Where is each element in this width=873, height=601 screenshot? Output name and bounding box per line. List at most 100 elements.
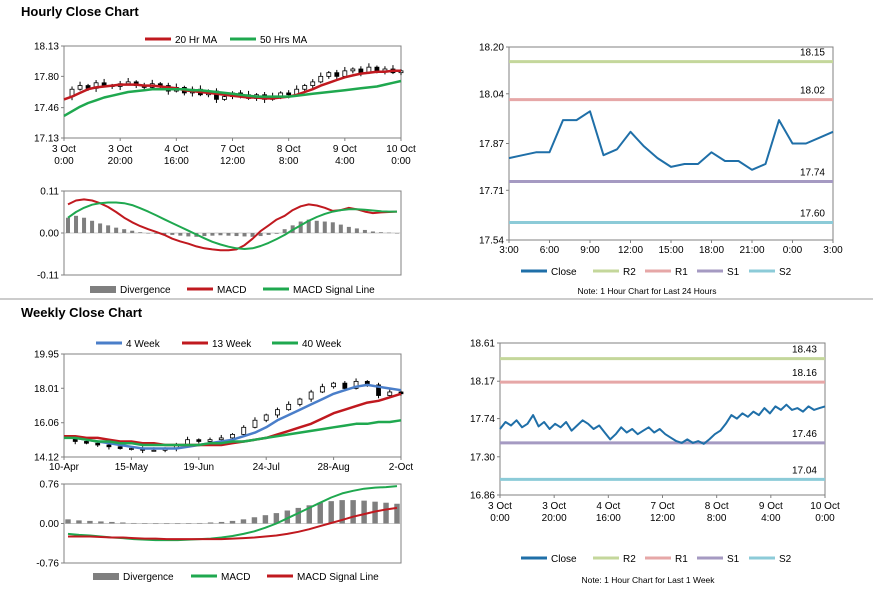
hourly-pivot-level-label-r2: 18.15 [800,48,825,59]
weekly-price-candle-body [376,384,381,396]
hourly-pivot-x-tick-label: 21:00 [739,245,764,256]
hourly-macd-divergence-bar [146,233,151,234]
hourly-price-x-tick-label: 4:00 [335,156,355,167]
hourly-macd-divergence-bar [250,233,255,237]
hourly-price-x-tick-label: 3 Oct [108,144,132,155]
weekly-price-candle-body [117,446,123,449]
hourly-macd-legend-label: MACD [217,285,246,296]
weekly-pivot-level-label-r1: 18.16 [792,368,817,379]
hourly-macd-divergence-bar [234,233,239,237]
hourly-price-x-tick-label: 3 Oct [52,144,76,155]
hourly-pivot-x-tick-label: 3:00 [823,245,843,256]
weekly-macd-divergence-bar [229,520,236,524]
hourly-macd-legend-label: MACD Signal Line [293,285,375,296]
weekly-pivot-x-tick-label: 20:00 [542,513,567,524]
hourly-price-x-tick-label: 8:00 [279,156,299,167]
hourly-pivot-level-label-r1: 18.02 [800,86,825,97]
weekly-price-candle-body [252,419,258,428]
hourly-price-x-tick-label: 10 Oct [386,144,416,155]
weekly-pivot-x-tick-label: 7 Oct [651,501,675,512]
hourly-price-x-tick-label: 4 Oct [164,144,188,155]
hourly-pivot-x-tick-label: 18:00 [699,245,724,256]
weekly-price-candle-body [319,386,325,393]
plot-frame [508,46,834,241]
hourly-macd-divergence-bar [338,224,343,233]
weekly-macd-divergence-bar [207,522,214,524]
weekly-pivot-y-tick-label: 16.86 [470,491,495,502]
weekly-price-candle-body [106,444,112,448]
weekly-ma4-line [63,383,402,450]
weekly-pivot-y-tick-label: 17.30 [470,452,495,463]
weekly-macd-legend-label: Divergence [123,572,174,583]
weekly-macd-divergence-bar [361,500,367,524]
weekly-macd-divergence-bar [218,521,225,524]
weekly-macd-line-macd [67,485,398,542]
hourly-pivot-x-tick-label: 9:00 [580,245,600,256]
weekly-price-candle-body [95,442,101,446]
weekly-macd-divergence-bar [339,500,345,524]
hourly-macd-divergence-bar [218,233,223,236]
hourly-macd-divergence-bar [162,233,167,235]
weekly-price-candle-body [275,409,280,416]
hourly-ma50-line [63,79,402,117]
weekly-macd-divergence-bar [350,500,356,524]
weekly-macd-divergence-bar [185,523,192,524]
weekly-macd-divergence-bar [240,519,247,524]
weekly-price-candle-body [196,439,202,442]
hourly-macd-divergence-bar [306,219,311,233]
hourly-price-candle-body [326,72,332,77]
hourly-macd-divergence-bar [330,222,335,233]
weekly-macd-divergence-bar [174,523,181,525]
hourly-macd-divergence-bar [394,233,400,234]
weekly-price-y-tick-label: 18.01 [34,384,59,395]
weekly-macd-divergence-bar [98,521,104,524]
weekly-macd-divergence-bar [109,521,115,524]
hourly-pivot-x-tick-label: 15:00 [658,245,683,256]
weekly-price-candle-body [263,414,269,421]
hourly-macd-y-tick-label: 0.11 [40,187,59,198]
hourly-pivot-level-label-s1: 17.74 [800,168,825,179]
hourly-pivot-close-line [508,110,834,171]
hourly-price-x-tick-label: 9 Oct [333,144,357,155]
weekly-macd-divergence-bar [153,523,159,525]
hourly-price-candle-body [350,68,356,72]
hourly-macd-divergence-bar [98,223,103,233]
hourly-pivot-x-tick-label: 12:00 [618,245,643,256]
plot-frame [499,342,826,496]
hourly-macd-divergence-bar [178,233,183,236]
hourly-macd-divergence-bar [130,230,135,233]
weekly-macd-y-tick-label: -0.76 [36,559,59,570]
weekly-pivot-legend-label: S1 [727,554,740,565]
hourly-pivot-legend-label: R1 [675,267,688,278]
weekly-price-candle-body [286,403,292,411]
hourly-pivot-legend-label: Close [551,267,577,278]
weekly-macd-legend-swatch [93,573,119,580]
hourly-pivot-legend-label: S2 [779,267,792,278]
weekly-price-x-tick-label: 10-Apr [49,462,80,473]
hourly-price-legend-label: 50 Hrs MA [260,35,308,46]
weekly-price-candle-body [128,448,134,450]
hourly-pivot-legend-label: R2 [623,267,636,278]
hourly-pivot-y-tick-label: 18.20 [479,43,504,54]
weekly-price-candle-body [297,398,303,405]
weekly-price-x-tick-label: 2-Oct [389,462,414,473]
hourly-macd-divergence-bar [378,232,383,233]
plot-frame [63,353,402,458]
hourly-price-x-tick-label: 0:00 [54,156,74,167]
hourly-macd-divergence-bar [314,220,319,233]
hourly-macd-divergence-bar [354,228,359,233]
hourly-price-candle-body [334,72,340,77]
weekly-pivot-x-tick-label: 4:00 [761,513,781,524]
weekly-ma40-line [64,419,402,447]
hourly-macd-divergence-bar [266,233,271,235]
hourly-pivot-note: Note: 1 Hour Chart for Last 24 Hours [578,286,717,296]
hourly-macd-divergence-bar [386,232,391,234]
weekly-price-candle-body [151,449,157,452]
weekly-pivot-x-tick-label: 0:00 [490,513,510,524]
weekly-price-candle-body [342,382,348,389]
weekly-macd-divergence-bar [120,522,126,524]
hourly-price-candle-body [222,96,227,100]
weekly-pivot-y-tick-label: 18.61 [470,339,495,350]
weekly-price-x-tick-label: 19-Jun [184,462,215,473]
